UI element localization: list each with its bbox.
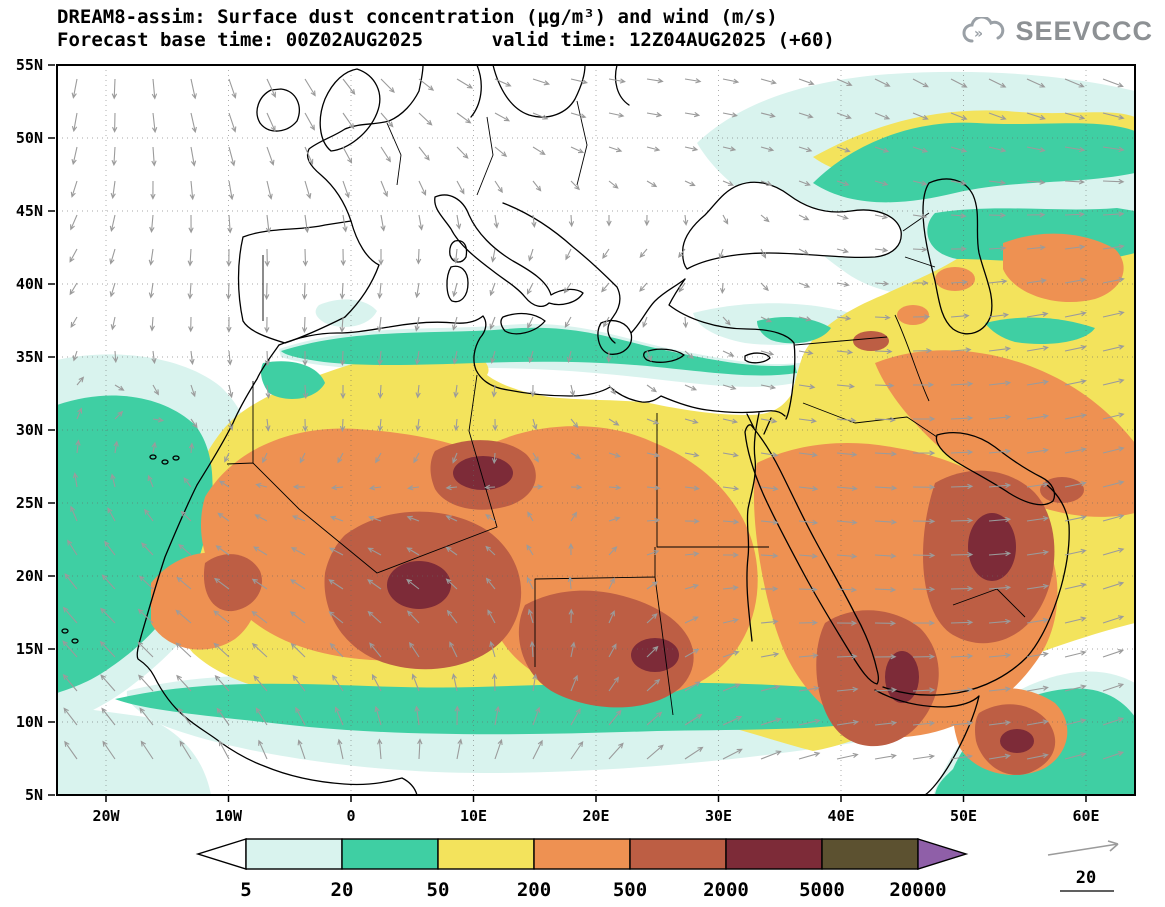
lon-tick-label: 20W [92,807,120,825]
colorbar-level-label: 500 [613,879,647,901]
colorbar-segment [245,838,343,870]
colorbar-segment [629,838,727,870]
cloud-icon: » [963,16,1005,42]
colorbar-level-label: 20000 [889,879,946,901]
wind-reference-label: 20 [1076,868,1096,888]
colorbar-segment [341,838,439,870]
lat-tick-label: 15N [16,640,43,658]
chart-subtitle: Forecast base time: 00Z02AUG2025 valid t… [57,29,835,51]
chart-title: DREAM8-assim: Surface dust concentration… [57,6,778,28]
seevccc-logo: » SEEVCCC [960,16,1153,47]
colorbar-level-label: 5000 [799,879,845,901]
lat-tick-label: 30N [16,421,43,439]
lon-tick-label: 10W [215,807,243,825]
lon-tick-label: 50E [950,807,977,825]
lon-tick-label: 20E [582,807,609,825]
wind-reference-arrow [1047,840,1119,856]
lat-tick-label: 10N [16,713,43,731]
lon-tick-label: 60E [1072,807,1099,825]
lat-tick-label: 20N [16,567,43,585]
colorbar-arrow-high [917,838,969,870]
colorbar-segment [725,838,823,870]
lat-tick-label: 35N [16,348,43,366]
lat-tick-label: 45N [16,202,43,220]
lat-tick-label: 55N [16,56,43,74]
country-borders [226,100,1026,716]
lon-tick-label: 10E [460,807,487,825]
colorbar-segment [437,838,535,870]
lon-tick-label: 30E [705,807,732,825]
colorbar: 5 20 50 200 500 2000 5000 20000 20 [195,838,1119,901]
wind-vector-field [62,78,1125,760]
colorbar-level-label: 20 [331,879,354,901]
colorbar-level-label: 50 [427,879,450,901]
coastlines [61,64,1070,796]
axis-ticks [48,64,1087,802]
colorbar-level-label: 5 [240,879,251,901]
lat-axis: 55N 50N 45N 40N 35N 30N 25N 20N 15N 10N 5N [16,56,43,804]
lon-tick-label: 40E [827,807,854,825]
grid-lines [57,65,1135,795]
lat-tick-label: 5N [25,786,43,804]
colorbar-segment [821,838,919,870]
colorbar-level-label: 2000 [703,879,749,901]
lat-tick-label: 25N [16,494,43,512]
svg-text:»: » [974,26,983,42]
logo-text: SEEVCCC [1015,16,1153,46]
lat-tick-label: 50N [16,129,43,147]
colorbar-segment [533,838,631,870]
lat-tick-label: 40N [16,275,43,293]
dust-map: 55N 50N 45N 40N 35N 30N 25N 20N 15N 10N 5N 20W 10W 0… [16,56,1136,825]
colorbar-level-label: 200 [517,879,551,901]
lon-tick-label: 0 [346,807,355,825]
colorbar-arrow-low [195,838,247,870]
lon-axis: 20W 10W 0 10E 20E 30E 40E 50E 60E [92,807,1099,825]
wind-arrows-layer [62,78,1125,760]
